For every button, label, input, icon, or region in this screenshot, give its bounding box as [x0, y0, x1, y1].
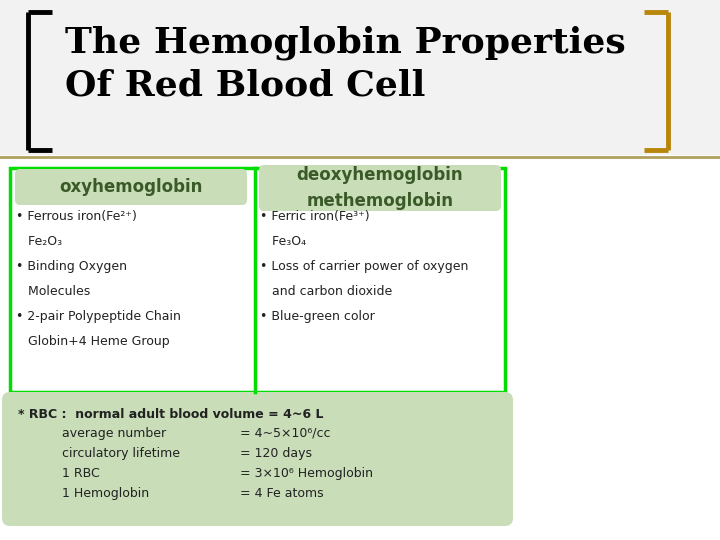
Text: and carbon dioxide: and carbon dioxide [260, 285, 392, 298]
FancyBboxPatch shape [2, 392, 513, 526]
Text: • Loss of carrier power of oxygen: • Loss of carrier power of oxygen [260, 260, 469, 273]
Text: Globin+4 Heme Group: Globin+4 Heme Group [16, 335, 170, 348]
Text: 1 Hemoglobin: 1 Hemoglobin [62, 487, 149, 500]
FancyBboxPatch shape [0, 0, 720, 155]
Text: oxyhemoglobin: oxyhemoglobin [59, 178, 203, 196]
Text: 1 RBC: 1 RBC [62, 467, 100, 480]
Text: Fe₃O₄: Fe₃O₄ [260, 235, 306, 248]
Text: deoxyhemoglobin
methemoglobin: deoxyhemoglobin methemoglobin [297, 166, 463, 210]
Text: circulatory lifetime: circulatory lifetime [62, 447, 180, 460]
Text: Of Red Blood Cell: Of Red Blood Cell [65, 68, 426, 102]
Text: = 4 Fe atoms: = 4 Fe atoms [240, 487, 323, 500]
Text: average number: average number [62, 427, 166, 440]
Text: * RBC :  normal adult blood volume = 4~6 L: * RBC : normal adult blood volume = 4~6 … [18, 408, 323, 421]
Text: = 120 days: = 120 days [240, 447, 312, 460]
Text: • Ferrous iron(Fe²⁺): • Ferrous iron(Fe²⁺) [16, 210, 137, 223]
FancyBboxPatch shape [15, 169, 247, 205]
Text: = 3×10⁶ Hemoglobin: = 3×10⁶ Hemoglobin [240, 467, 373, 480]
Text: = 4~5×10⁶/cc: = 4~5×10⁶/cc [240, 427, 330, 440]
Text: • Blue-green color: • Blue-green color [260, 310, 374, 323]
Text: • Binding Oxygen: • Binding Oxygen [16, 260, 127, 273]
Text: • 2-pair Polypeptide Chain: • 2-pair Polypeptide Chain [16, 310, 181, 323]
Text: The Hemoglobin Properties: The Hemoglobin Properties [65, 26, 626, 60]
Text: Fe₂O₃: Fe₂O₃ [16, 235, 62, 248]
FancyBboxPatch shape [259, 165, 501, 211]
Text: • Ferric iron(Fe³⁺): • Ferric iron(Fe³⁺) [260, 210, 369, 223]
Text: Molecules: Molecules [16, 285, 90, 298]
FancyBboxPatch shape [10, 168, 505, 392]
